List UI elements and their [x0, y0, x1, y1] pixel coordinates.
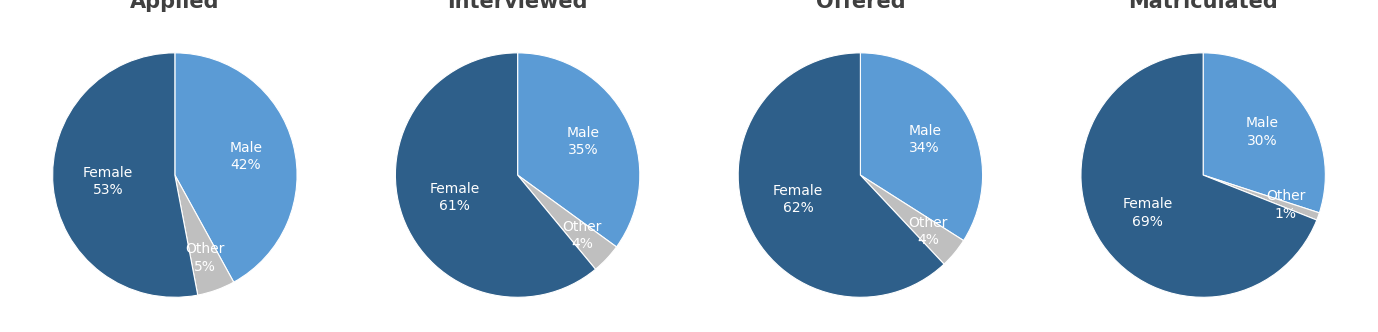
Wedge shape — [1203, 175, 1319, 220]
Title: Matriculated: Matriculated — [1129, 0, 1277, 12]
Wedge shape — [860, 53, 983, 241]
Wedge shape — [175, 53, 298, 282]
Title: Offered: Offered — [816, 0, 905, 12]
Text: Other
4%: Other 4% — [908, 215, 948, 247]
Text: Female
53%: Female 53% — [83, 166, 134, 197]
Wedge shape — [518, 175, 616, 269]
Title: Applied: Applied — [130, 0, 219, 12]
Text: Other
4%: Other 4% — [562, 220, 601, 251]
Wedge shape — [52, 53, 198, 297]
Wedge shape — [860, 175, 963, 264]
Wedge shape — [1203, 53, 1326, 213]
Wedge shape — [395, 53, 595, 297]
Text: Female
62%: Female 62% — [773, 184, 823, 215]
Text: Male
42%: Male 42% — [229, 141, 262, 173]
Wedge shape — [739, 53, 944, 297]
Title: Interviewed: Interviewed — [448, 0, 588, 12]
Text: Male
34%: Male 34% — [908, 124, 941, 155]
Text: Male
30%: Male 30% — [1246, 116, 1279, 148]
Wedge shape — [1080, 53, 1317, 297]
Text: Other
5%: Other 5% — [185, 242, 225, 274]
Text: Female
69%: Female 69% — [1123, 197, 1173, 228]
Text: Other
1%: Other 1% — [1266, 189, 1305, 220]
Wedge shape — [175, 175, 234, 295]
Text: Male
35%: Male 35% — [566, 126, 599, 157]
Wedge shape — [518, 53, 639, 247]
Text: Female
61%: Female 61% — [430, 182, 480, 213]
